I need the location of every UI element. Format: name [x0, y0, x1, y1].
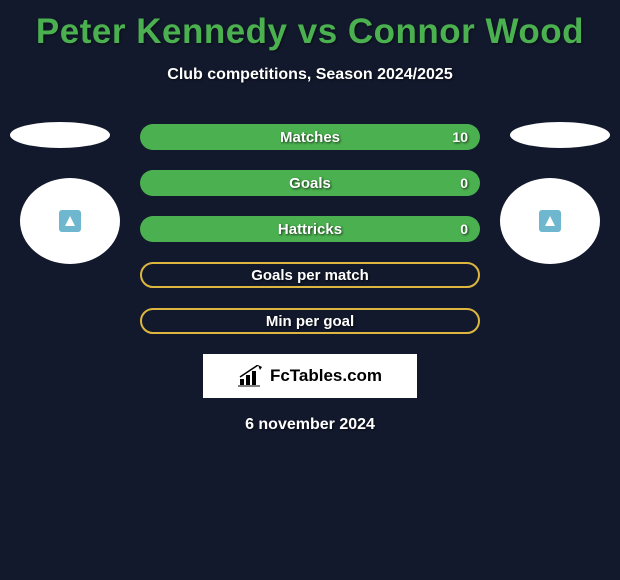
- logo-text: FcTables.com: [270, 366, 382, 386]
- stat-label: Matches: [280, 129, 340, 146]
- stat-row: Hattricks 0: [0, 216, 620, 242]
- stat-value-right: 10: [452, 129, 468, 145]
- comparison-subtitle: Club competitions, Season 2024/2025: [0, 66, 620, 84]
- comparison-title: Peter Kennedy vs Connor Wood: [0, 0, 620, 52]
- stat-bar-matches: Matches 10: [140, 124, 480, 150]
- stat-label: Goals: [289, 175, 331, 192]
- stat-bar-goals: Goals 0: [140, 170, 480, 196]
- stat-label: Min per goal: [266, 313, 354, 330]
- stat-row: Goals 0: [0, 170, 620, 196]
- stat-label: Hattricks: [278, 221, 342, 238]
- stat-row: Goals per match: [0, 262, 620, 288]
- stat-bar-goals-per-match: Goals per match: [140, 262, 480, 288]
- generation-date: 6 november 2024: [0, 416, 620, 434]
- fctables-logo: FcTables.com: [203, 354, 417, 398]
- stat-row: Matches 10: [0, 124, 620, 150]
- logo-chart-icon: [238, 365, 264, 387]
- stat-value-right: 0: [460, 175, 468, 191]
- stat-value-right: 0: [460, 221, 468, 237]
- stats-comparison-area: Matches 10 Goals 0 Hattricks 0 Goals per…: [0, 124, 620, 334]
- stat-label: Goals per match: [251, 267, 369, 284]
- stat-bar-min-per-goal: Min per goal: [140, 308, 480, 334]
- stat-bar-hattricks: Hattricks 0: [140, 216, 480, 242]
- stat-row: Min per goal: [0, 308, 620, 334]
